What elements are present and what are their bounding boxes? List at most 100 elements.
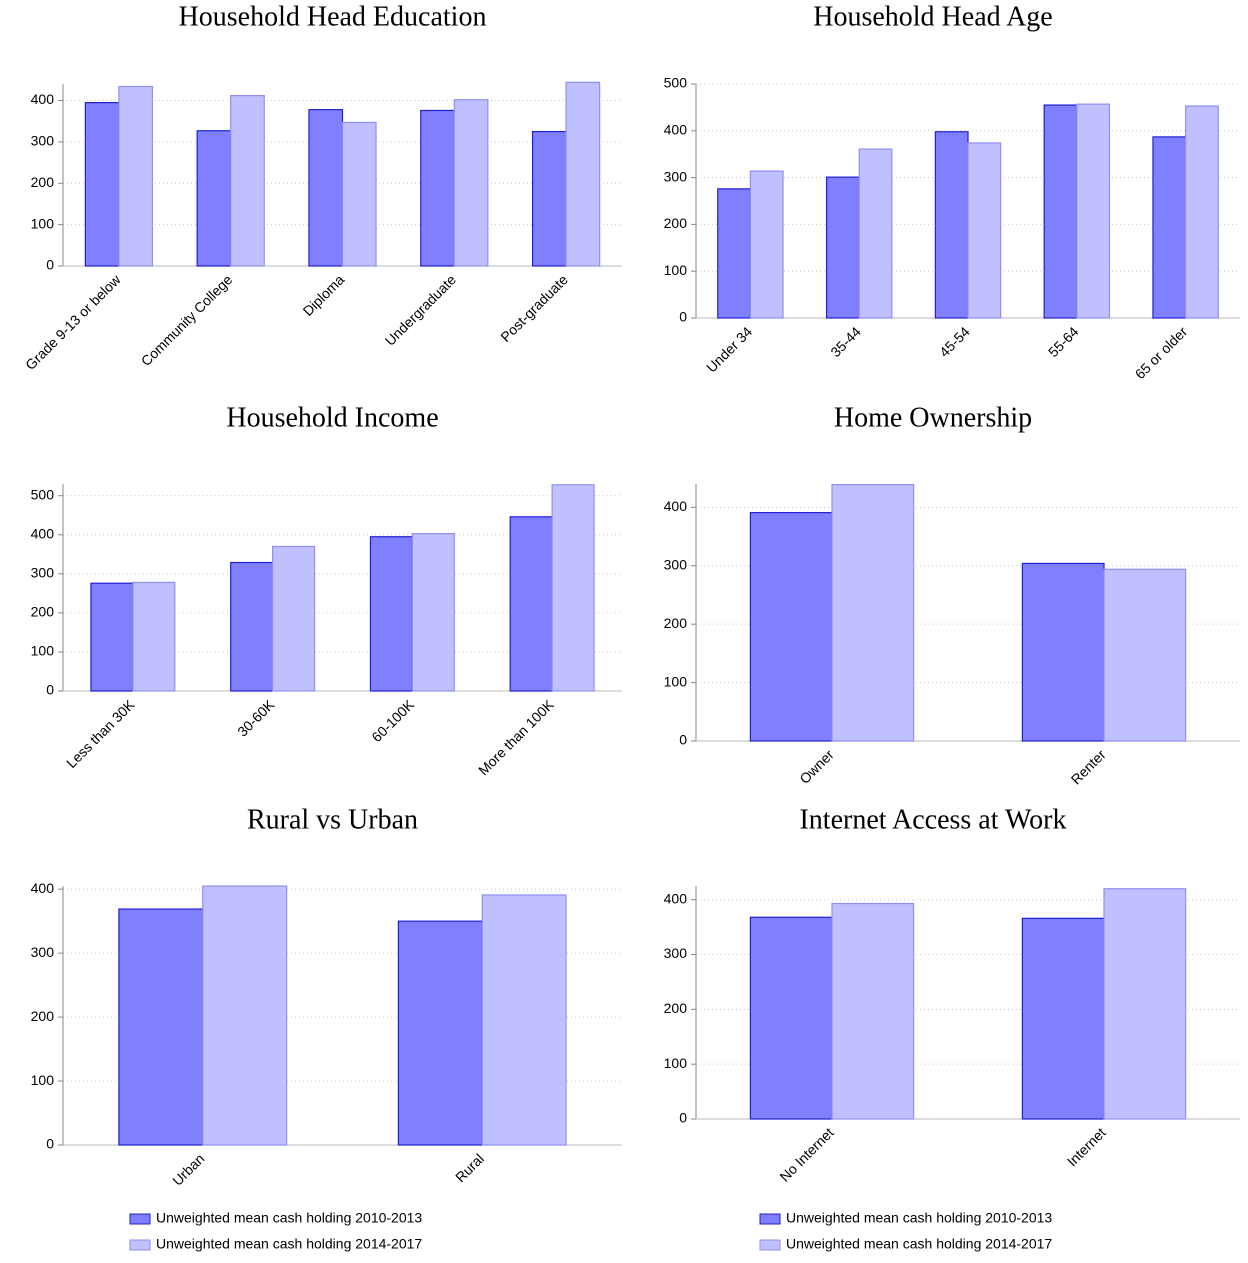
bar [196, 130, 232, 267]
bar [411, 533, 455, 692]
bar [509, 516, 553, 692]
x-tick-label: Community College [138, 271, 236, 369]
y-tick-label: 300 [31, 565, 55, 581]
x-tick-label: Under 34 [703, 323, 755, 375]
y-tick-label: 300 [664, 556, 688, 572]
bar [230, 94, 265, 267]
bar [369, 536, 413, 692]
bar [1021, 917, 1105, 1120]
bar [202, 885, 288, 1146]
bar [84, 102, 120, 267]
y-tick-label: 0 [46, 682, 54, 698]
x-tick-label: 65 or older [1132, 323, 1191, 382]
bar [531, 130, 567, 267]
y-tick-label: 400 [664, 890, 688, 906]
y-tick-label: 300 [31, 133, 55, 149]
bar [749, 170, 784, 319]
bar [749, 512, 833, 742]
x-tick-label: More than 100K [475, 696, 557, 778]
bar [825, 176, 860, 319]
y-tick-label: 200 [664, 615, 688, 631]
x-tick-label: Renter [1068, 746, 1109, 787]
bar [565, 81, 601, 267]
y-tick-label: 200 [31, 174, 55, 190]
bar [1103, 568, 1187, 742]
bar [551, 484, 595, 692]
x-tick-label: Diploma [300, 271, 348, 319]
x-tick-label: 45-54 [936, 323, 973, 360]
legend-swatch [759, 1213, 781, 1225]
chart-title: Internet Access at Work [799, 804, 1066, 835]
y-tick-label: 100 [664, 262, 688, 278]
y-tick-label: 500 [664, 75, 688, 91]
x-tick-label: Undergraduate [382, 271, 460, 349]
chart-title: Home Ownership [834, 402, 1032, 433]
x-tick-label: 30-60K [234, 696, 278, 740]
bar [453, 99, 489, 267]
y-tick-label: 100 [31, 1072, 55, 1088]
y-tick-label: 400 [664, 122, 688, 138]
y-tick-label: 400 [31, 525, 55, 541]
y-tick-label: 200 [664, 1000, 688, 1016]
legend-label: Unweighted mean cash holding 2014-2017 [156, 1236, 422, 1252]
bar [967, 142, 1002, 319]
x-tick-label: 60-100K [368, 696, 417, 745]
x-tick-label: Grade 9-13 or below [22, 271, 124, 373]
y-tick-label: 400 [31, 91, 55, 107]
legend-label: Unweighted mean cash holding 2014-2017 [786, 1236, 1052, 1252]
bar [749, 916, 833, 1120]
bar [858, 148, 893, 319]
y-tick-label: 0 [679, 732, 687, 748]
legend-swatch [759, 1239, 781, 1251]
bar [90, 582, 134, 692]
chart-title: Household Head Education [179, 1, 487, 32]
bar [308, 109, 344, 267]
x-tick-label: 35-44 [827, 323, 864, 360]
y-tick-label: 300 [31, 944, 55, 960]
x-tick-label: Post-graduate [497, 271, 571, 345]
bar [831, 483, 915, 742]
y-tick-label: 200 [31, 1008, 55, 1024]
y-tick-label: 200 [664, 215, 688, 231]
y-tick-label: 200 [31, 604, 55, 620]
y-tick-label: 0 [679, 1110, 687, 1126]
y-tick-label: 100 [664, 673, 688, 689]
legend-label: Unweighted mean cash holding 2010-2013 [786, 1210, 1052, 1226]
bar [717, 188, 752, 319]
legend-swatch [129, 1213, 151, 1225]
bar [272, 545, 316, 692]
y-tick-label: 400 [31, 880, 55, 896]
chart-title: Household Income [226, 402, 438, 433]
bar [1043, 104, 1078, 319]
bar [1184, 105, 1219, 319]
bar [230, 561, 274, 692]
bar [1103, 888, 1187, 1120]
x-tick-label: No Internet [776, 1124, 836, 1184]
bar [118, 85, 154, 267]
x-tick-label: Less than 30K [63, 696, 138, 771]
bar [420, 109, 455, 267]
y-tick-label: 300 [664, 945, 688, 961]
y-tick-label: 100 [31, 643, 55, 659]
y-tick-label: 500 [31, 486, 55, 502]
bar [397, 920, 483, 1146]
bar [1021, 562, 1105, 742]
y-tick-label: 100 [664, 1055, 688, 1071]
x-tick-label: Internet [1064, 1124, 1109, 1169]
bar [1076, 103, 1111, 319]
y-tick-label: 0 [46, 1136, 54, 1152]
x-tick-label: Urban [169, 1150, 207, 1188]
y-tick-label: 100 [31, 215, 55, 231]
bar [934, 131, 969, 319]
x-tick-label: Rural [452, 1150, 487, 1185]
bar [132, 581, 176, 692]
chart-title: Household Head Age [813, 1, 1053, 32]
legend-label: Unweighted mean cash holding 2010-2013 [156, 1210, 422, 1226]
x-tick-label: 55-64 [1045, 323, 1082, 360]
x-tick-label: Owner [796, 746, 837, 787]
y-tick-label: 300 [664, 168, 688, 184]
bar [831, 902, 915, 1120]
bar [1152, 136, 1187, 319]
y-tick-label: 0 [46, 257, 54, 273]
